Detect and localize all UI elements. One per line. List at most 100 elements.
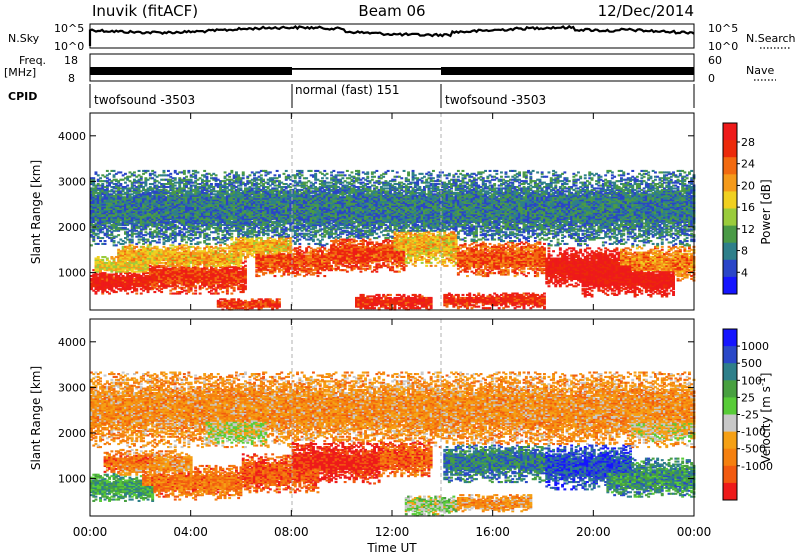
range-cell xyxy=(139,223,143,226)
range-cell xyxy=(110,193,114,196)
range-cell xyxy=(157,197,161,200)
range-cell xyxy=(101,183,105,186)
range-cell xyxy=(135,186,139,189)
range-cell xyxy=(119,266,123,269)
range-cell xyxy=(99,212,102,215)
range-cell xyxy=(137,276,141,279)
range-cell xyxy=(112,289,116,292)
range-cell xyxy=(112,178,116,181)
range-cell xyxy=(151,250,155,253)
range-cell xyxy=(101,188,105,191)
range-cell xyxy=(203,169,207,172)
range-cell xyxy=(124,187,127,190)
range-cell xyxy=(133,202,136,205)
range-cell xyxy=(157,276,161,279)
range-cell xyxy=(155,253,159,256)
range-cell xyxy=(139,283,143,286)
range-cell xyxy=(105,193,109,196)
range-cell xyxy=(94,199,98,202)
range-cell xyxy=(99,240,102,243)
range-cell xyxy=(153,256,157,259)
range-cell xyxy=(126,231,130,234)
range-cell xyxy=(121,254,125,257)
range-cell xyxy=(99,199,102,202)
range-cell xyxy=(144,254,148,257)
range-cell xyxy=(160,219,164,222)
range-cell xyxy=(101,272,105,275)
range-cell xyxy=(124,221,127,224)
range-cell xyxy=(148,188,152,191)
range-cell xyxy=(160,193,164,196)
range-cell xyxy=(112,282,116,285)
range-cell xyxy=(126,197,130,200)
range-cell xyxy=(90,204,93,207)
range-cell xyxy=(99,206,102,209)
range-cell xyxy=(99,288,102,291)
range-cell xyxy=(103,285,107,288)
range-cell xyxy=(121,216,125,219)
range-cell xyxy=(124,200,127,203)
range-cell xyxy=(155,210,159,213)
range-cell xyxy=(139,254,143,257)
range-cell xyxy=(151,257,155,260)
range-cell xyxy=(148,187,152,190)
range-cell xyxy=(137,216,141,219)
range-cell xyxy=(126,191,130,194)
range-cell xyxy=(101,206,105,209)
range-cell xyxy=(105,228,109,231)
range-cell xyxy=(133,283,136,286)
range-cell xyxy=(126,270,130,273)
range-cell xyxy=(126,263,130,266)
range-cell xyxy=(117,194,121,197)
range-cell xyxy=(128,171,132,174)
range-cell xyxy=(96,178,100,181)
range-cell xyxy=(137,282,141,285)
range-cell xyxy=(148,282,152,285)
range-cell xyxy=(139,213,143,216)
range-cell xyxy=(157,218,161,221)
range-cell xyxy=(146,248,150,251)
range-cell xyxy=(144,213,148,216)
range-cell xyxy=(126,283,130,286)
range-cell xyxy=(124,241,127,244)
range-cell xyxy=(117,213,121,216)
range-cell xyxy=(110,237,114,240)
range-cell xyxy=(153,207,157,210)
range-cell xyxy=(126,253,130,256)
range-cell xyxy=(148,242,152,245)
range-cell xyxy=(157,194,161,197)
range-cell xyxy=(148,283,152,286)
range-cell xyxy=(121,248,125,251)
range-cell xyxy=(99,275,102,278)
range-cell xyxy=(144,181,148,184)
range-cell xyxy=(121,209,125,212)
range-cell xyxy=(146,275,150,278)
range-cell xyxy=(133,279,136,282)
range-cell xyxy=(126,209,130,212)
range-cell xyxy=(133,286,136,289)
range-cell xyxy=(94,242,98,245)
range-cell xyxy=(110,206,114,209)
range-cell xyxy=(96,228,100,231)
range-cell xyxy=(117,200,121,203)
range-cell xyxy=(148,267,152,270)
range-cell xyxy=(124,248,127,251)
range-cell xyxy=(139,292,143,295)
range-cell xyxy=(153,221,157,224)
range-cell xyxy=(112,273,116,276)
range-cell xyxy=(160,199,164,202)
range-cell xyxy=(160,190,164,193)
range-cell xyxy=(144,288,148,291)
range-cell xyxy=(133,256,136,259)
range-cell xyxy=(153,178,157,181)
range-cell xyxy=(124,204,127,207)
range-cell xyxy=(157,200,161,203)
range-cell xyxy=(130,213,134,216)
range-cell xyxy=(148,251,152,254)
range-cell xyxy=(94,270,98,273)
range-cell xyxy=(117,216,121,219)
range-cell xyxy=(128,218,132,221)
range-cell xyxy=(151,209,155,212)
range-cell xyxy=(153,215,157,218)
range-cell xyxy=(230,292,234,295)
